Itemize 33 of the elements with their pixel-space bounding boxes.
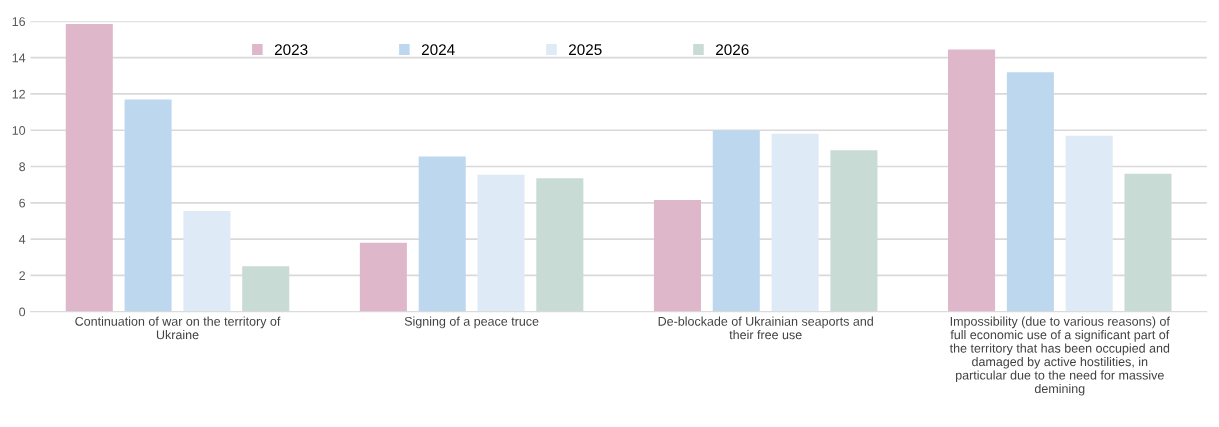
bar [1065, 135, 1113, 312]
bar [124, 99, 172, 312]
bar [477, 174, 525, 312]
legend-label: 2024 [421, 44, 455, 56]
bar [65, 24, 113, 312]
bar [359, 242, 407, 312]
y-tick-label: 4 [18, 235, 26, 244]
bar [653, 200, 701, 312]
y-tick-label: 2 [19, 271, 25, 280]
bar [418, 156, 466, 312]
legend-label: 2023 [274, 44, 308, 56]
bar [1006, 72, 1054, 312]
bar [830, 150, 878, 312]
y-tick-label: 14 [12, 53, 26, 63]
bar [712, 130, 760, 312]
bar [1124, 173, 1172, 312]
y-tick-label: 6 [19, 198, 26, 208]
y-tick-label: 8 [19, 162, 26, 172]
legend-label: 2026 [716, 44, 749, 56]
x-tick-label: Continuation of war on the territory of Ukraine [75, 316, 281, 340]
legend-label: 2025 [569, 44, 602, 56]
bar [183, 210, 231, 312]
bar [536, 178, 584, 312]
bar [771, 133, 819, 312]
bar [948, 49, 996, 312]
x-tick-label: De-blockade of Ukrainian seaports and their free use [658, 316, 873, 340]
bar [242, 266, 290, 312]
y-tick-label: 12 [12, 89, 25, 99]
y-tick-label: 16 [12, 17, 26, 26]
y-tick-label: 0 [19, 307, 26, 317]
x-tick-label: Impossibility (due to various reasons) of full economic use of a significant part of the territory that has been occupied and damaged by active hostilities, in particular due to the need for massive demining [949, 316, 1170, 396]
y-tick-label: 10 [12, 126, 26, 135]
x-tick-label: Signing of a peace truce [404, 316, 539, 329]
